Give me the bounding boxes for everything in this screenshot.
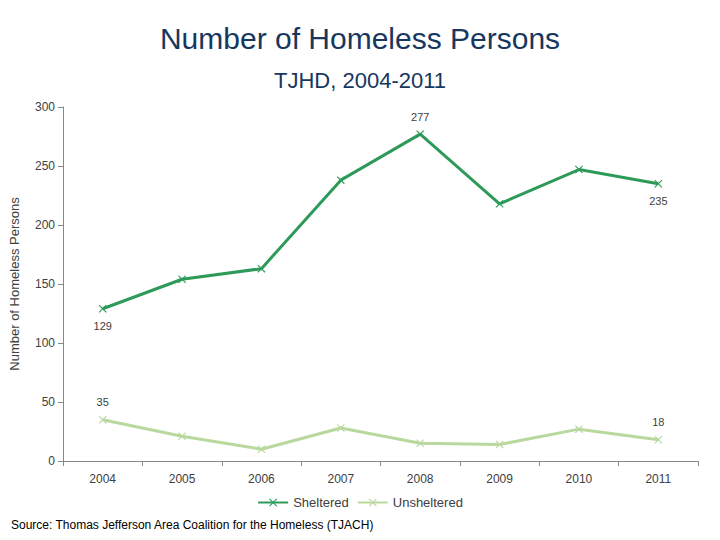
svg-text:250: 250 (35, 159, 55, 173)
svg-text:2010: 2010 (566, 472, 593, 486)
svg-text:2005: 2005 (169, 472, 196, 486)
svg-text:2011: 2011 (645, 472, 671, 486)
svg-text:235: 235 (649, 195, 667, 207)
svg-text:18: 18 (652, 416, 664, 428)
svg-text:100: 100 (35, 336, 55, 350)
svg-text:35: 35 (97, 396, 109, 408)
svg-text:277: 277 (411, 111, 429, 123)
svg-text:300: 300 (35, 100, 55, 114)
svg-text:2006: 2006 (248, 472, 275, 486)
svg-text:150: 150 (35, 277, 55, 291)
svg-text:200: 200 (35, 218, 55, 232)
svg-text:0: 0 (48, 454, 55, 468)
svg-text:50: 50 (42, 395, 56, 409)
svg-text:2008: 2008 (407, 472, 434, 486)
svg-text:129: 129 (94, 320, 112, 332)
svg-text:Source: Thomas Jefferson Area: Source: Thomas Jefferson Area Coalition … (11, 518, 373, 532)
svg-text:TJHD, 2004-2011: TJHD, 2004-2011 (274, 68, 446, 93)
svg-text:Number of Homeless Persons: Number of Homeless Persons (7, 197, 22, 371)
svg-text:2009: 2009 (486, 472, 513, 486)
svg-text:2004: 2004 (89, 472, 116, 486)
svg-text:2007: 2007 (327, 472, 354, 486)
svg-text:Number of Homeless Persons: Number of Homeless Persons (160, 22, 560, 55)
svg-text:Unsheltered: Unsheltered (393, 495, 463, 510)
svg-text:Sheltered: Sheltered (293, 495, 349, 510)
